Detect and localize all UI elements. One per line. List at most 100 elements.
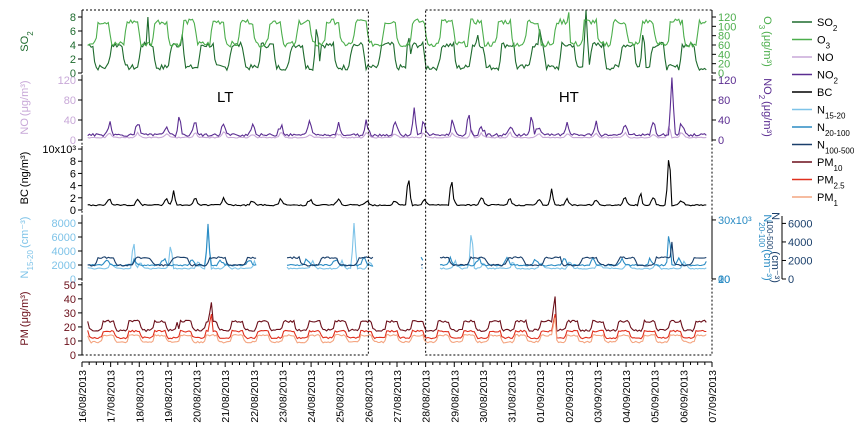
left-axis-label: NO(μg/m³) <box>19 80 31 134</box>
left-tick-label: 10x10³ <box>42 144 76 156</box>
x-tick-label: 06/09/2013 <box>678 370 690 423</box>
legend-label: N20-100 <box>817 122 850 138</box>
x-tick-label: 29/08/2013 <box>449 370 461 423</box>
x-tick-label: 22/08/2013 <box>249 370 261 423</box>
left-tick-label: 0 <box>70 135 76 147</box>
legend-label: NO2 <box>817 70 839 86</box>
period-label-lt: LT <box>217 89 233 106</box>
legend-label: BC <box>817 87 832 99</box>
left-tick-label: 40 <box>64 115 76 127</box>
x-tick-label: 21/08/2013 <box>220 370 232 423</box>
legend-label: PM1 <box>817 192 839 208</box>
left-tick-label: 10 <box>64 336 76 348</box>
left-tick-label: 80 <box>64 95 76 107</box>
right-tick-label: 20 <box>718 274 730 286</box>
period-box-ht <box>425 9 713 356</box>
legend-label: PM2.5 <box>817 175 845 191</box>
left-tick-label: 6 <box>70 26 76 38</box>
left-tick-label: 4 <box>70 181 76 193</box>
right2-tick-label: 6000 <box>788 218 812 230</box>
x-tick-label: 16/08/2013 <box>77 370 89 423</box>
annotations: LT HT <box>217 89 579 106</box>
x-tick-label: 23/08/2013 <box>277 370 289 423</box>
right2-tick-label: 0 <box>788 274 794 286</box>
left-tick-label: 8 <box>70 156 76 168</box>
series-pm10-line <box>87 296 707 333</box>
x-tick-label: 01/09/2013 <box>535 370 547 423</box>
x-tick-label: 25/08/2013 <box>335 370 347 423</box>
x-tick-label: 19/08/2013 <box>163 370 175 423</box>
left-tick-label: 0 <box>70 274 76 286</box>
right-tick-label: 0 <box>718 135 724 147</box>
legend-label: SO2 <box>817 17 838 33</box>
series-pm1-line <box>87 317 707 344</box>
right-tick-label: 120 <box>718 75 736 87</box>
left-tick-label: 0 <box>70 205 76 217</box>
right-axis-label: N20-100(cm⁻³) <box>758 214 774 280</box>
series-no-line <box>87 126 707 139</box>
left-tick-label: 50 <box>64 280 76 292</box>
panel-particles: 02000400060008000N15-20(cm⁻³)0102030x10³… <box>19 212 812 286</box>
series-pm25-line <box>87 313 707 340</box>
right-tick-label: 40 <box>718 115 730 127</box>
right-axis-label: NO2(μg/m³) <box>758 78 774 137</box>
legend-label: N100-500 <box>817 140 855 156</box>
right-tick-label: 40 <box>718 49 730 61</box>
left-tick-label: 120 <box>58 75 76 87</box>
series-n100-500-line <box>87 241 707 267</box>
right-tick-label: 10 <box>718 274 730 286</box>
series-so2-line <box>87 9 707 72</box>
series-n15-20-line <box>87 222 707 270</box>
right-axis-label: O3(μg/m³) <box>758 16 774 67</box>
right-tick-label: 60 <box>718 40 730 52</box>
legend-label: N15-20 <box>817 105 846 121</box>
left-tick-label: 6 <box>70 168 76 180</box>
left-tick-label: 8000 <box>52 218 76 230</box>
x-tick-label: 03/09/2013 <box>592 370 604 423</box>
left-axis-label: N15-20(cm⁻³) <box>19 217 35 279</box>
right-tick-label: 0 <box>718 68 724 80</box>
left-tick-label: 2 <box>70 54 76 66</box>
left-tick-label: 2 <box>70 193 76 205</box>
legend-label: O3 <box>817 35 831 51</box>
right-axis2-label: N100-500(cm⁻³) <box>766 212 782 283</box>
right-tick-label: 20 <box>718 59 730 71</box>
x-tick-label: 26/08/2013 <box>363 370 375 423</box>
right-tick-label: 30x10³ <box>718 215 752 227</box>
right-tick-label: 100 <box>718 21 736 33</box>
x-tick-label: 18/08/2013 <box>134 370 146 423</box>
x-tick-label: 05/09/2013 <box>650 370 662 423</box>
x-tick-label: 17/08/2013 <box>106 370 118 423</box>
x-tick-label: 30/08/2013 <box>478 370 490 423</box>
left-tick-label: 0 <box>70 68 76 80</box>
left-axis-label: SO2 <box>19 31 35 52</box>
series-o3-line <box>87 12 707 49</box>
left-tick-label: 30 <box>64 308 76 320</box>
left-tick-label: 20 <box>64 322 76 334</box>
legend-label: PM10 <box>817 157 843 173</box>
left-axis-label: PM(μg/m³) <box>19 291 31 345</box>
x-tick-label: 07/09/2013 <box>707 370 719 423</box>
right2-tick-label: 2000 <box>788 255 812 267</box>
right-tick-label: 80 <box>718 31 730 43</box>
left-tick-label: 8 <box>70 12 76 24</box>
x-tick-label: 24/08/2013 <box>306 370 318 423</box>
x-tick-label: 31/08/2013 <box>507 370 519 423</box>
right-tick-label: 0 <box>718 274 724 286</box>
period-label-ht: HT <box>559 89 579 106</box>
right2-tick-label: 4000 <box>788 237 812 249</box>
series-n20-100-line <box>87 223 707 267</box>
right-tick-label: 120 <box>718 12 736 24</box>
series-bc-line <box>87 160 707 207</box>
x-tick-label: 02/09/2013 <box>564 370 576 423</box>
x-tick-label: 04/09/2013 <box>621 370 633 423</box>
left-tick-label: 4 <box>70 40 76 52</box>
left-tick-label: 4000 <box>52 246 76 258</box>
left-axis-label: BC(ng/m³) <box>19 152 31 205</box>
left-tick-label: 40 <box>64 294 76 306</box>
left-tick-label: 2000 <box>52 260 76 272</box>
